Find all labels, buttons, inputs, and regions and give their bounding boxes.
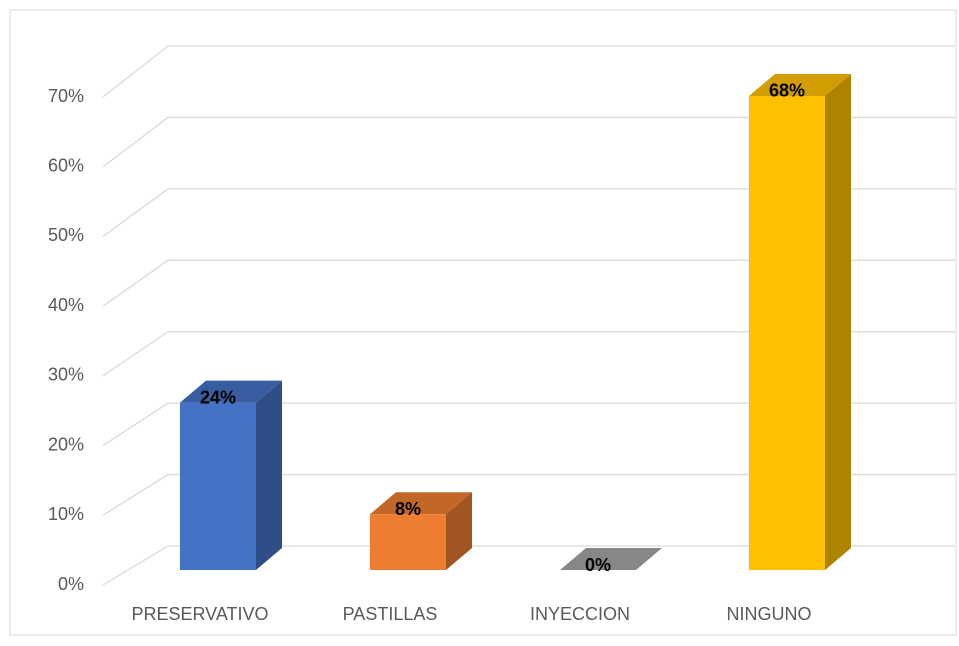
- x-tick-label: INYECCION: [530, 604, 630, 624]
- value-label: 24%: [200, 387, 236, 407]
- x-tick-label: NINGUNO: [727, 604, 812, 624]
- grid-line: [102, 545, 955, 586]
- grid-line: [102, 331, 955, 377]
- bar: [370, 492, 472, 570]
- bar: [749, 73, 851, 570]
- bar-side: [256, 380, 282, 570]
- bar-front: [180, 402, 256, 570]
- y-tick-label: 70%: [48, 86, 84, 106]
- grid-line: [102, 473, 955, 516]
- y-tick-label: 50%: [48, 225, 84, 245]
- y-tick-label: 60%: [48, 155, 84, 175]
- y-tick-label: 40%: [48, 295, 84, 315]
- y-tick-label: 30%: [48, 365, 84, 385]
- x-tick-label: PRESERVATIVO: [131, 604, 268, 624]
- bar: [560, 548, 662, 570]
- value-label: 0%: [585, 555, 611, 575]
- grid-line: [102, 45, 955, 98]
- bar-top: [749, 73, 851, 96]
- grid-line: [102, 259, 955, 307]
- y-tick-label: 20%: [48, 434, 84, 454]
- grid-line: [102, 116, 955, 168]
- bar-top: [560, 548, 662, 570]
- grid-line: [102, 188, 955, 237]
- value-label: 68%: [769, 81, 805, 101]
- bar-side: [825, 73, 851, 570]
- bar-top: [370, 492, 472, 515]
- bar: [180, 380, 282, 570]
- value-label: 8%: [395, 499, 421, 519]
- bar-front: [749, 95, 825, 570]
- x-tick-label: PASTILLAS: [343, 604, 438, 624]
- bar-top: [180, 380, 282, 403]
- bar-front: [370, 514, 446, 570]
- grid-line: [102, 402, 955, 447]
- bar-side: [446, 492, 472, 570]
- y-tick-label: 0%: [58, 574, 84, 594]
- y-tick-label: 10%: [48, 504, 84, 524]
